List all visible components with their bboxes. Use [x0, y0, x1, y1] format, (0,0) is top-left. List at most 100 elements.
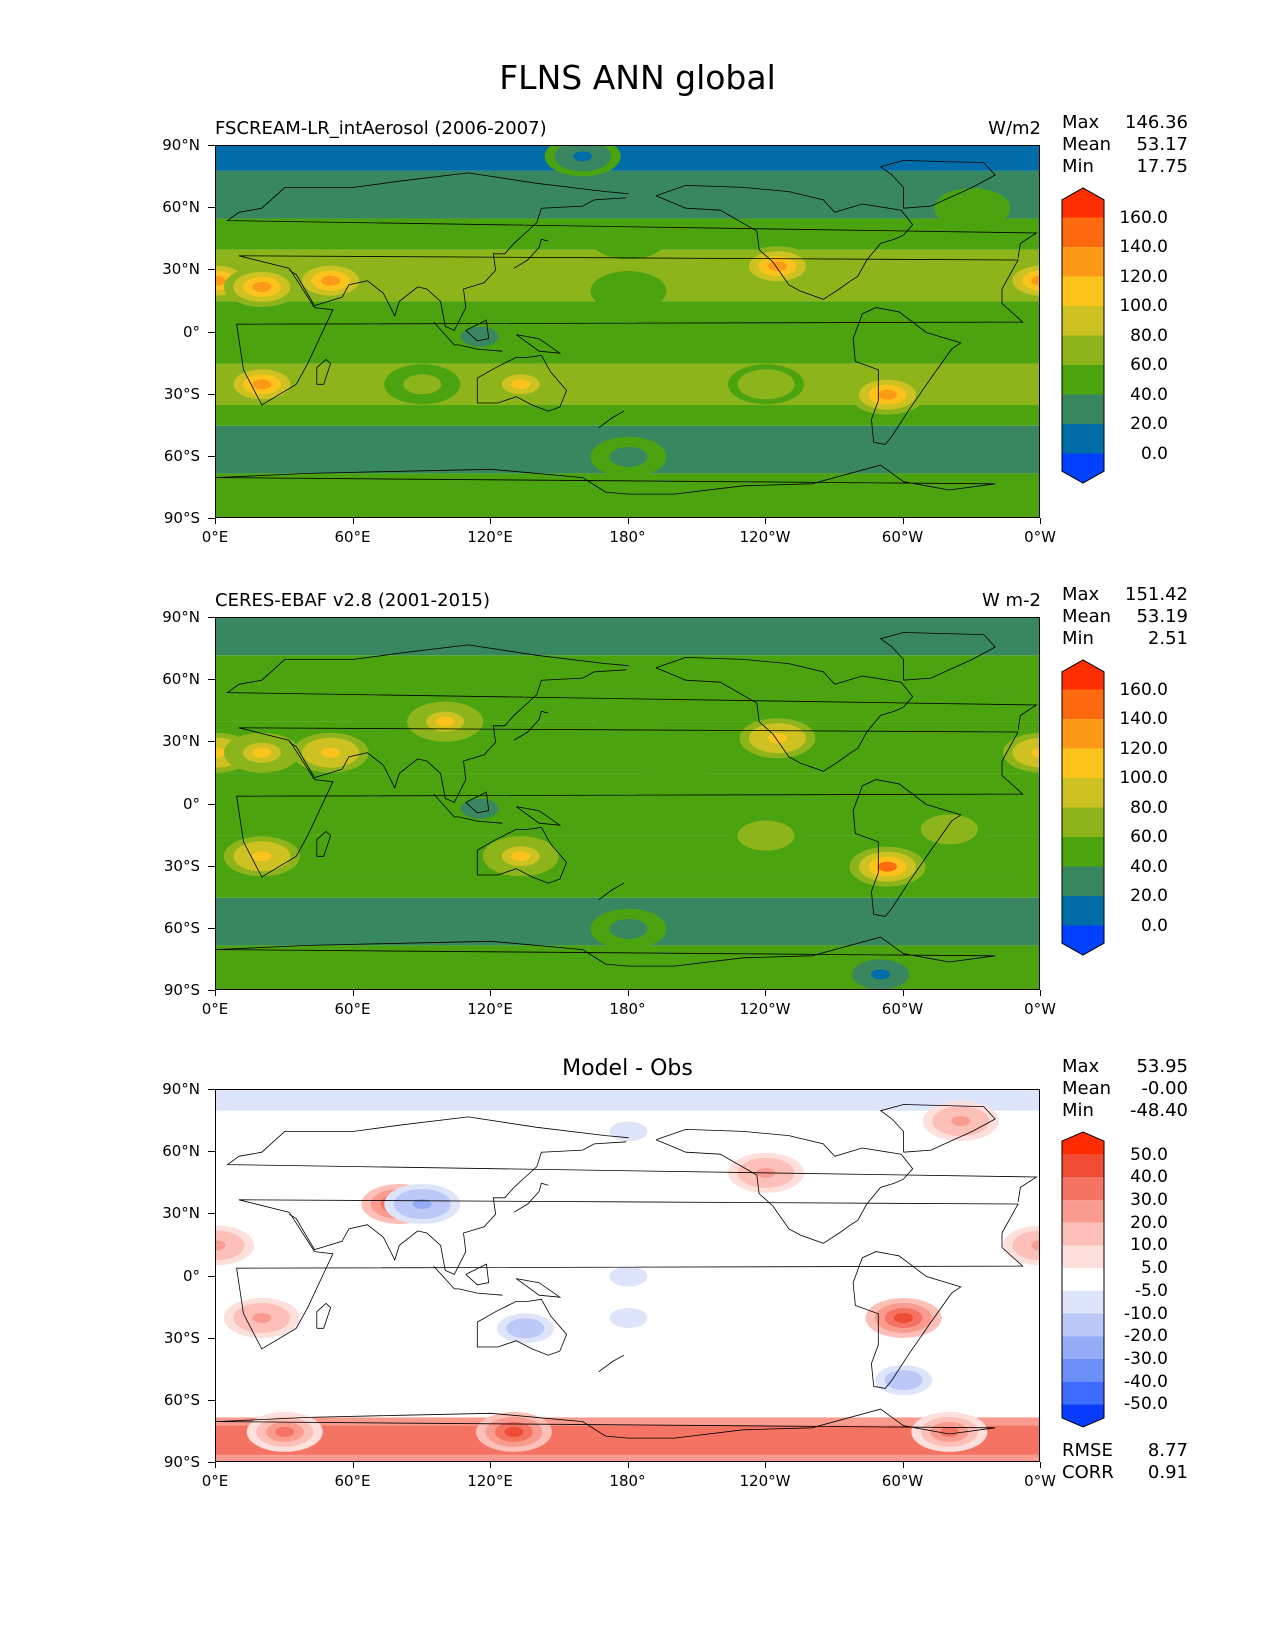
colorbar-segment — [1062, 660, 1104, 690]
coastline — [236, 1199, 1024, 1350]
lat-tick-label: 90°N — [162, 136, 200, 154]
colorbar-tick-label: 50.0 — [1130, 1144, 1168, 1165]
colorbar-segment — [1062, 424, 1104, 454]
stat-row: Mean 53.17 — [1062, 134, 1188, 156]
coastline — [515, 806, 562, 826]
coastline — [216, 464, 996, 495]
stat-row: Min 17.75 — [1062, 156, 1188, 178]
colorbar-outline — [1061, 659, 1105, 956]
data-region — [252, 1312, 272, 1323]
coastline — [476, 1298, 568, 1356]
colorbar-segment — [1062, 453, 1104, 483]
lon-tick-mark — [490, 1462, 491, 1468]
data-region — [573, 151, 593, 162]
data-region — [412, 1198, 432, 1209]
coastline — [515, 1278, 562, 1298]
lat-tick-mark — [208, 1337, 215, 1339]
data-region — [435, 716, 455, 727]
colorbar-tick-label: 140.0 — [1119, 709, 1168, 729]
colorbar-tick-label: -20.0 — [1124, 1326, 1168, 1347]
lat-tick-label: 90°S — [163, 1453, 200, 1471]
colorbar — [1061, 659, 1105, 956]
coastline — [879, 1104, 996, 1153]
lon-tick-mark — [215, 518, 216, 524]
lat-tick-mark — [208, 331, 215, 333]
colorbar-segment — [1062, 837, 1104, 867]
coastline — [226, 172, 1038, 258]
colorbar-tick-label: 40.0 — [1130, 856, 1168, 877]
lon-tick-mark — [490, 990, 491, 996]
stat-label: Mean — [1062, 606, 1112, 627]
coastline — [476, 354, 568, 412]
coastline — [216, 1408, 996, 1439]
map-plot — [215, 145, 1040, 518]
coastline — [655, 184, 914, 300]
coastline — [316, 1302, 332, 1329]
lat-tick-label: 60°S — [163, 1390, 200, 1409]
colorbar-tick-label: -50.0 — [1124, 1394, 1168, 1415]
stats-block: Max 146.36 Mean 53.17 Min 17.75 — [1062, 112, 1188, 178]
colorbar-segment — [1062, 748, 1104, 778]
data-region — [252, 281, 272, 292]
stat-value: 53.19 — [1136, 606, 1188, 627]
lon-tick-label: 60°W — [881, 1472, 924, 1490]
lon-tick-mark — [352, 518, 354, 524]
panel-title-center: Model - Obs — [562, 1056, 693, 1081]
stat-value: 53.95 — [1136, 1056, 1188, 1077]
colorbar-segment — [1062, 1381, 1104, 1405]
lon-tick-label: 120°W — [739, 528, 791, 546]
stat-label: Min — [1062, 628, 1094, 649]
lat-tick-mark — [208, 269, 215, 271]
lat-band — [216, 146, 1039, 171]
colorbar-segment — [1062, 365, 1104, 395]
colorbar-segment — [1062, 1336, 1104, 1359]
panel-title-left: CERES-EBAF v2.8 (2001-2015) — [215, 590, 491, 611]
coastline — [513, 1182, 549, 1213]
coastline — [433, 793, 503, 824]
colorbar-tick-label: 0.0 — [1140, 915, 1168, 936]
lat-tick-label: 0° — [182, 794, 200, 813]
colorbar-segment — [1062, 896, 1104, 926]
lat-tick-label: 60°N — [162, 1142, 200, 1161]
colorbar-tick-label: 160.0 — [1119, 207, 1168, 228]
data-region — [515, 1323, 535, 1334]
lon-tick-mark — [902, 990, 904, 996]
data-region — [619, 451, 638, 462]
data-region — [1031, 1240, 1039, 1251]
lat-tick-mark — [208, 741, 215, 743]
map-plot — [215, 1089, 1040, 1462]
colorbar-segment — [1062, 335, 1104, 365]
stat-row: Max 53.95 — [1062, 1056, 1188, 1078]
colorbar-segment — [1062, 1177, 1104, 1201]
data-region — [619, 1126, 638, 1137]
metric-row: CORR 0.91 — [1062, 1462, 1188, 1484]
coastline — [289, 1141, 627, 1275]
lat-tick-label: 30°N — [162, 1204, 200, 1223]
colorbar-segment — [1062, 394, 1104, 424]
lat-tick-mark — [208, 990, 215, 991]
data-region — [321, 747, 341, 758]
lon-tick-label: 0°W — [1024, 528, 1056, 546]
lon-tick-mark — [765, 990, 766, 996]
lat-tick-mark — [208, 145, 215, 146]
coastline — [289, 669, 627, 803]
lon-tick-mark — [1040, 990, 1041, 996]
colorbar — [1061, 1131, 1105, 1428]
lon-tick-label: 0°W — [1024, 1472, 1056, 1490]
stat-label: Mean — [1062, 134, 1112, 155]
colorbar-tick-label: 80.0 — [1130, 797, 1168, 818]
colorbar-segment — [1062, 1313, 1104, 1337]
data-region — [619, 234, 638, 245]
stat-label: Max — [1062, 1056, 1100, 1077]
data-region — [511, 851, 531, 862]
data-region — [877, 861, 897, 872]
data-region — [877, 389, 897, 400]
colorbar-tick-label: 100.0 — [1119, 768, 1168, 788]
colorbar-tick-label: 80.0 — [1130, 325, 1168, 346]
colorbar-segment — [1062, 1268, 1104, 1291]
lon-tick-label: 120°E — [467, 1000, 513, 1018]
stat-label: Min — [1062, 1100, 1094, 1121]
lat-band — [216, 877, 1039, 898]
lat-tick-label: 30°N — [162, 732, 200, 751]
coastline — [852, 779, 962, 917]
